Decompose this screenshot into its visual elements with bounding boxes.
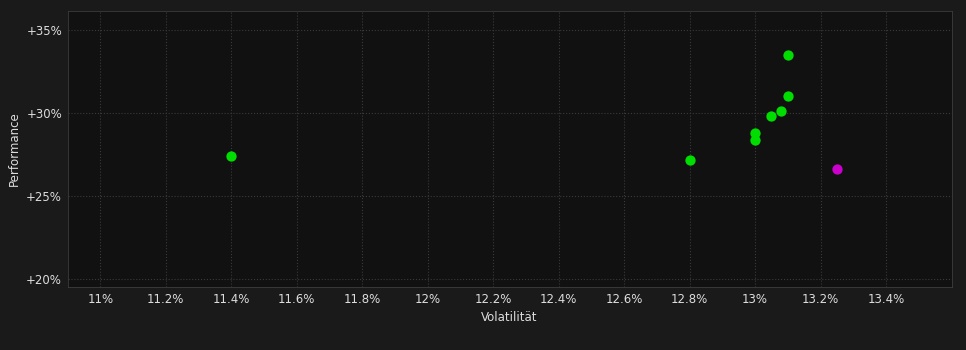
Point: [682, 157, 697, 162]
X-axis label: Volatilität: Volatilität: [481, 311, 538, 324]
Point: [781, 52, 796, 58]
Point: [748, 130, 763, 136]
Point: [748, 137, 763, 142]
Point: [774, 108, 789, 113]
Point: [781, 93, 796, 99]
Point: [764, 113, 780, 118]
Point: [223, 153, 239, 159]
Y-axis label: Performance: Performance: [8, 111, 20, 186]
Point: [829, 167, 844, 172]
